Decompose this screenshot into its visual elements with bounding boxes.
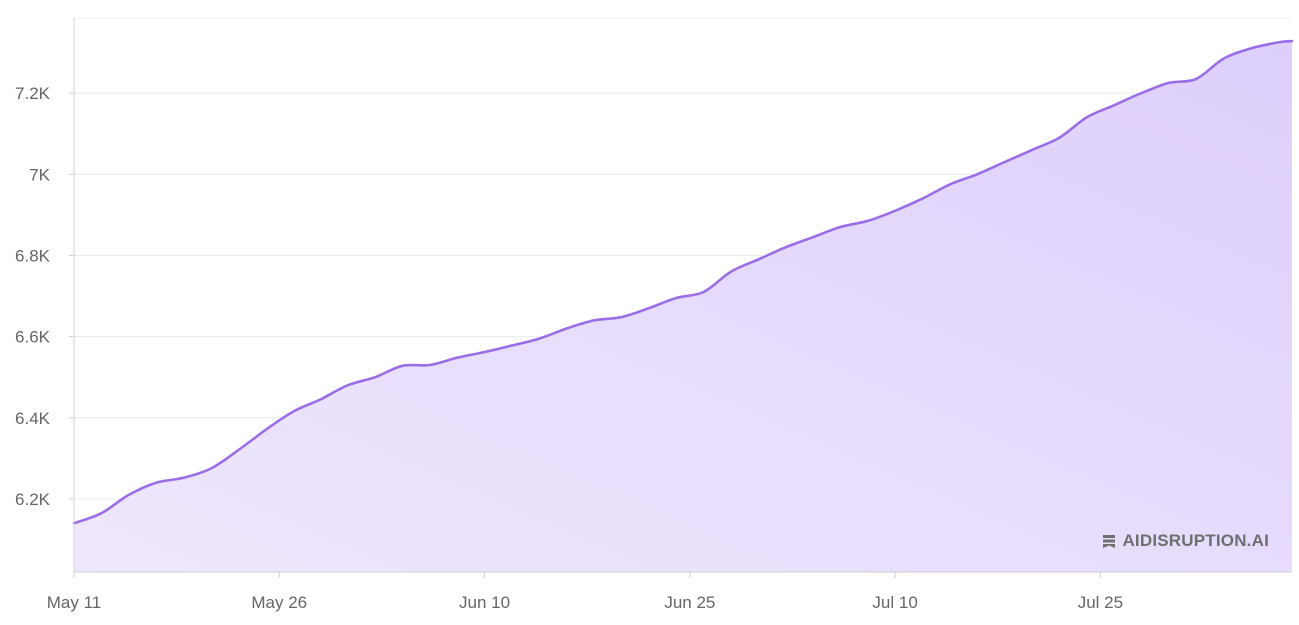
y-tick-label: 7K xyxy=(29,165,50,184)
series-line xyxy=(72,39,1294,525)
x-tick-label: May 26 xyxy=(251,593,307,612)
flag-icon xyxy=(1103,535,1116,548)
area-fill xyxy=(74,41,1292,573)
x-tick-label: Jun 10 xyxy=(459,593,510,612)
y-tick-label: 6.2K xyxy=(15,490,51,509)
y-axis-ticks: 6.2K 6.4K 6.6K 6.8K 7K 7.2K xyxy=(15,84,74,509)
y-tick-label: 6.8K xyxy=(15,246,51,265)
x-axis-ticks: May 11 May 26 Jun 10 Jun 25 Jul 10 Jul 25 xyxy=(47,572,1123,612)
watermark: AIDISRUPTION.AI xyxy=(1102,531,1269,551)
y-tick-label: 7.2K xyxy=(15,84,51,103)
x-tick-label: May 11 xyxy=(47,593,102,612)
x-tick-label: Jul 10 xyxy=(872,593,917,612)
x-tick-label: Jun 25 xyxy=(664,593,715,612)
y-tick-label: 6.6K xyxy=(15,328,51,347)
x-tick-label: Jul 25 xyxy=(1078,593,1123,612)
watermark-text: AIDISRUPTION.AI xyxy=(1122,531,1269,550)
y-tick-label: 6.4K xyxy=(15,409,51,428)
